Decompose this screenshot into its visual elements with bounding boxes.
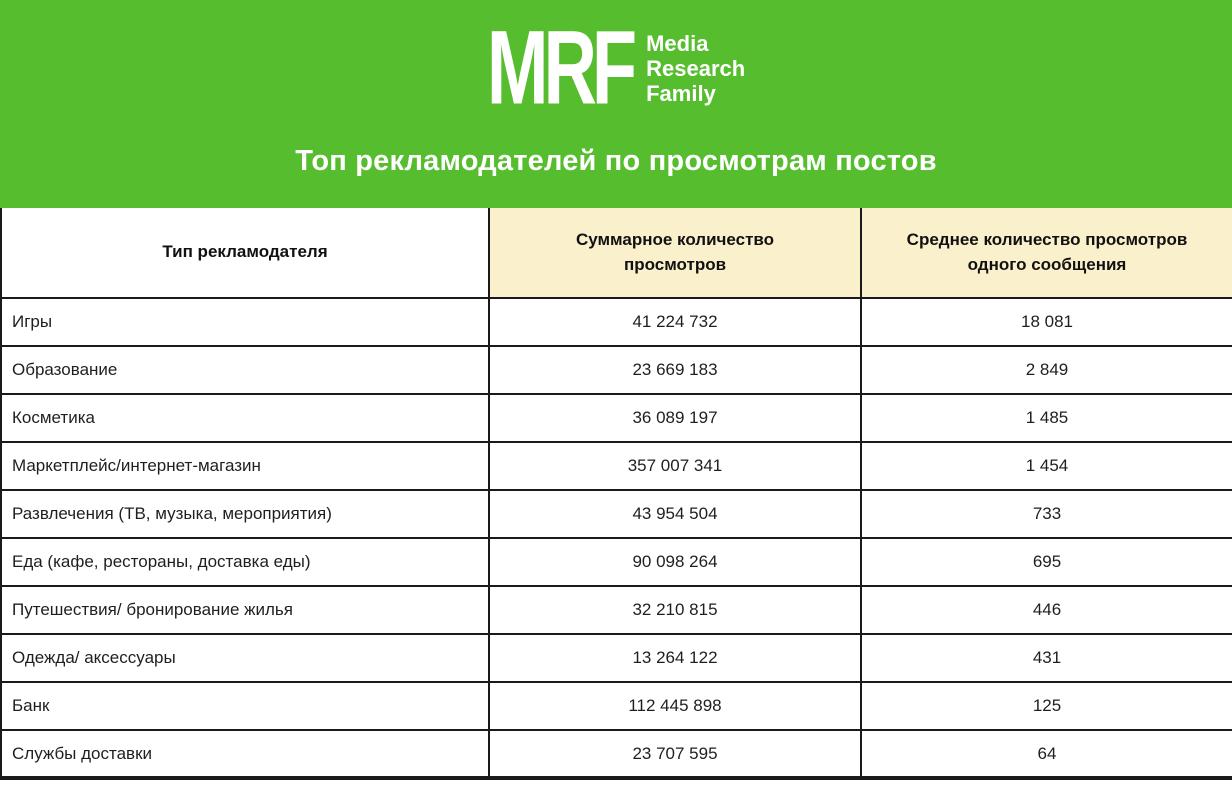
- table-header-row: Тип рекламодателя Суммарное количество п…: [0, 208, 1232, 299]
- cell-advertiser-type: Развлечения (ТВ, музыка, мероприятия): [0, 489, 490, 539]
- cell-advertiser-type: Маркетплейс/интернет-магазин: [0, 441, 490, 491]
- page-title: Топ рекламодателей по просмотрам постов: [295, 145, 937, 177]
- cell-advertiser-type: Еда (кафе, рестораны, доставка еды): [0, 537, 490, 587]
- cell-total-views: 23 669 183: [488, 345, 862, 395]
- cell-advertiser-type: Косметика: [0, 393, 490, 443]
- cell-total-views: 90 098 264: [488, 537, 862, 587]
- cell-total-views: 43 954 504: [488, 489, 862, 539]
- table-row: Развлечения (ТВ, музыка, мероприятия) 43…: [0, 489, 1232, 539]
- table-row: Службы доставки 23 707 595 64: [0, 729, 1232, 780]
- cell-avg-views: 1 454: [860, 441, 1232, 491]
- cell-advertiser-type: Службы доставки: [0, 729, 490, 780]
- cell-total-views: 41 224 732: [488, 297, 862, 347]
- cell-avg-views: 431: [860, 633, 1232, 683]
- cell-avg-views: 695: [860, 537, 1232, 587]
- cell-advertiser-type: Банк: [0, 681, 490, 731]
- cell-total-views: 13 264 122: [488, 633, 862, 683]
- cell-avg-views: 733: [860, 489, 1232, 539]
- column-header-avg-views: Среднее количество просмотров одного соо…: [860, 208, 1232, 299]
- mrf-logo: MRF Media Research Family: [0, 0, 1232, 136]
- cell-advertiser-type: Одежда/ аксессуары: [0, 633, 490, 683]
- advertisers-table: Тип рекламодателя Суммарное количество п…: [0, 208, 1232, 780]
- cell-avg-views: 1 485: [860, 393, 1232, 443]
- table-row: Путешествия/ бронирование жилья 32 210 8…: [0, 585, 1232, 635]
- table-row: Косметика 36 089 197 1 485: [0, 393, 1232, 443]
- cell-avg-views: 64: [860, 729, 1232, 780]
- table-row: Банк 112 445 898 125: [0, 681, 1232, 731]
- cell-avg-views: 446: [860, 585, 1232, 635]
- brand-word-media: Media: [646, 30, 709, 56]
- table-row: Одежда/ аксессуары 13 264 122 431: [0, 633, 1232, 683]
- brand-word-family: Family: [646, 80, 716, 106]
- brand-word-research: Research: [646, 55, 746, 81]
- mrf-logo-icon: MRF: [486, 8, 637, 127]
- cell-total-views: 36 089 197: [488, 393, 862, 443]
- table-row: Образование 23 669 183 2 849: [0, 345, 1232, 395]
- cell-avg-views: 2 849: [860, 345, 1232, 395]
- brand-banner: MRF Media Research Family Топ рекламодат…: [0, 0, 1232, 208]
- cell-avg-views: 125: [860, 681, 1232, 731]
- cell-total-views: 112 445 898: [488, 681, 862, 731]
- column-header-total-views: Суммарное количество просмотров: [488, 208, 862, 299]
- table-row: Игры 41 224 732 18 081: [0, 297, 1232, 347]
- brand-wordmark: Media Research Family: [646, 31, 745, 106]
- cell-total-views: 23 707 595: [488, 729, 862, 780]
- cell-total-views: 32 210 815: [488, 585, 862, 635]
- cell-advertiser-type: Путешествия/ бронирование жилья: [0, 585, 490, 635]
- cell-advertiser-type: Образование: [0, 345, 490, 395]
- cell-advertiser-type: Игры: [0, 297, 490, 347]
- table-row: Еда (кафе, рестораны, доставка еды) 90 0…: [0, 537, 1232, 587]
- cell-total-views: 357 007 341: [488, 441, 862, 491]
- table-row: Маркетплейс/интернет-магазин 357 007 341…: [0, 441, 1232, 491]
- column-header-advertiser-type: Тип рекламодателя: [0, 208, 490, 299]
- cell-avg-views: 18 081: [860, 297, 1232, 347]
